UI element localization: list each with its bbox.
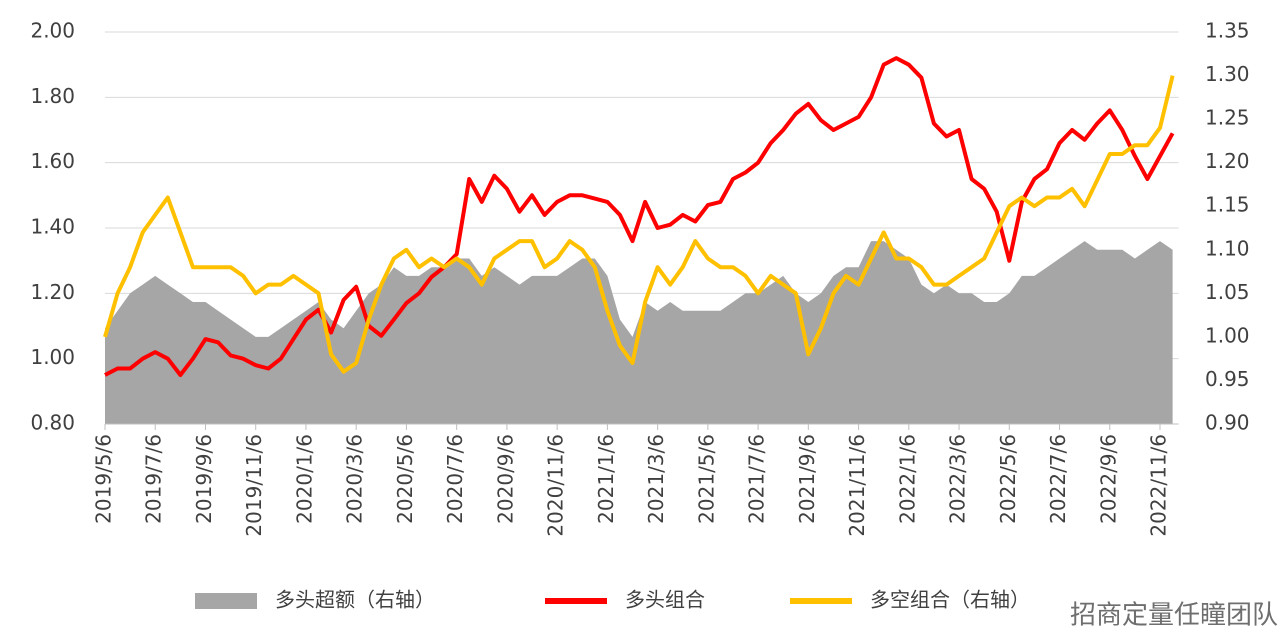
x-tick-label: 2021/3/6: [644, 434, 668, 524]
x-tick-label: 2021/1/6: [594, 434, 618, 524]
x-tick-label: 2020/9/6: [493, 434, 517, 524]
y2-tick-label: 1.15: [1205, 193, 1250, 217]
x-tick-label: 2022/9/6: [1096, 434, 1120, 524]
x-tick-label: 2021/11/6: [845, 434, 869, 537]
x-tick-label: 2021/7/6: [745, 434, 769, 524]
legend-swatch: [195, 593, 257, 609]
y-tick-label: 1.20: [30, 280, 75, 304]
x-tick-label: 2019/9/6: [192, 434, 216, 524]
x-tick-label: 2021/5/6: [694, 434, 718, 524]
x-tick-label: 2020/1/6: [292, 434, 316, 524]
y2-tick-label: 1.20: [1205, 149, 1250, 173]
y-tick-label: 2.00: [30, 19, 75, 43]
x-tick-label: 2022/5/6: [996, 434, 1020, 524]
y2-tick-label: 0.90: [1205, 411, 1250, 435]
legend-label: 多头组合: [625, 588, 705, 612]
y-tick-label: 1.80: [30, 84, 75, 108]
y2-tick-label: 1.00: [1205, 323, 1250, 347]
legend-label: 多头超额（右轴）: [275, 588, 435, 612]
y2-tick-label: 0.95: [1205, 367, 1250, 391]
x-tick-label: 2019/11/6: [242, 434, 266, 537]
x-tick-label: 2021/9/6: [795, 434, 819, 524]
x-tick-label: 2020/11/6: [544, 434, 568, 537]
legend-label: 多空组合（右轴）: [870, 588, 1030, 612]
x-tick-label: 2020/3/6: [343, 434, 367, 524]
x-tick-label: 2022/11/6: [1147, 434, 1171, 537]
y2-tick-label: 1.30: [1205, 62, 1250, 86]
line: [103, 75, 1175, 374]
y-tick-label: 0.80: [30, 411, 75, 435]
x-tick-label: 2022/7/6: [1046, 434, 1070, 524]
y2-tick-label: 1.05: [1205, 280, 1250, 304]
y2-tick-label: 1.35: [1205, 19, 1250, 43]
x-tick-label: 2020/7/6: [443, 434, 467, 524]
y-tick-label: 1.40: [30, 215, 75, 239]
x-tick-label: 2019/7/6: [142, 434, 166, 524]
x-tick-label: 2022/3/6: [946, 434, 970, 524]
y-tick-label: 1.00: [30, 345, 75, 369]
x-tick-label: 2020/5/6: [393, 434, 417, 524]
y-tick-label: 1.60: [30, 149, 75, 173]
y2-tick-label: 1.25: [1205, 106, 1250, 130]
x-tick-label: 2022/1/6: [895, 434, 919, 524]
y2-tick-label: 1.10: [1205, 236, 1250, 260]
x-tick-label: 2019/5/6: [92, 434, 116, 524]
watermark: 招商定量任瞳团队: [1070, 601, 1278, 631]
line: [104, 56, 1175, 377]
